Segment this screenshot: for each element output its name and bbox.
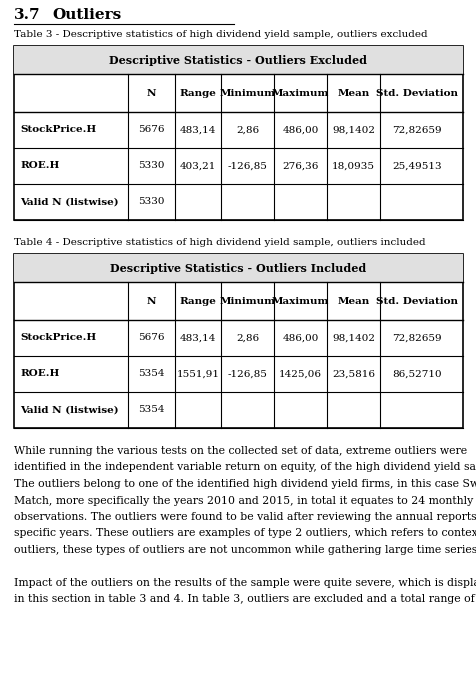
Text: 5330: 5330	[138, 198, 165, 206]
Text: 486,00: 486,00	[282, 333, 318, 342]
Text: 5354: 5354	[138, 405, 165, 414]
Text: N: N	[147, 297, 156, 306]
Text: 5676: 5676	[138, 333, 165, 342]
Text: 1551,91: 1551,91	[176, 369, 219, 378]
Bar	[14, 46, 462, 220]
Text: 483,14: 483,14	[179, 333, 216, 342]
Text: identified in the independent variable return on equity, of the high dividend yi: identified in the independent variable r…	[14, 462, 476, 473]
Text: Std. Deviation: Std. Deviation	[375, 88, 457, 98]
Text: Valid N (listwise): Valid N (listwise)	[20, 405, 119, 414]
Text: in this section in table 3 and 4. In table 3, outliers are excluded and a total : in this section in table 3 and 4. In tab…	[14, 595, 476, 604]
Text: 1425,06: 1425,06	[278, 369, 321, 378]
Text: 483,14: 483,14	[179, 126, 216, 134]
Text: Impact of the outliers on the results of the sample were quite severe, which is : Impact of the outliers on the results of…	[14, 578, 476, 588]
Text: 403,21: 403,21	[179, 162, 216, 170]
Text: Table 4 - Descriptive statistics of high dividend yield sample, outliers include: Table 4 - Descriptive statistics of high…	[14, 238, 425, 247]
Text: StockPrice.H: StockPrice.H	[20, 333, 96, 342]
Text: Std. Deviation: Std. Deviation	[375, 297, 457, 306]
Text: Mean: Mean	[337, 88, 369, 98]
Text: Table 3 - Descriptive statistics of high dividend yield sample, outliers exclude: Table 3 - Descriptive statistics of high…	[14, 30, 426, 39]
Text: 72,82659: 72,82659	[391, 126, 441, 134]
Bar	[14, 46, 462, 74]
Text: Descriptive Statistics - Outliers Included: Descriptive Statistics - Outliers Includ…	[110, 263, 366, 274]
Text: 98,1402: 98,1402	[331, 126, 374, 134]
Text: 98,1402: 98,1402	[331, 333, 374, 342]
Text: 5354: 5354	[138, 369, 165, 378]
Text: -126,85: -126,85	[227, 162, 267, 170]
Text: StockPrice.H: StockPrice.H	[20, 126, 96, 134]
Text: outliers, these types of outliers are not uncommon while gathering large time se: outliers, these types of outliers are no…	[14, 545, 476, 555]
Text: observations. The outliers were found to be valid after reviewing the annual rep: observations. The outliers were found to…	[14, 512, 476, 522]
Text: Outliers: Outliers	[52, 8, 121, 22]
Text: 486,00: 486,00	[282, 126, 318, 134]
Text: Minimum: Minimum	[219, 297, 275, 306]
Text: 23,5816: 23,5816	[331, 369, 374, 378]
Text: 5676: 5676	[138, 126, 165, 134]
Text: Range: Range	[179, 88, 216, 98]
Text: -126,85: -126,85	[227, 369, 267, 378]
Bar	[14, 254, 462, 428]
Text: The outliers belong to one of the identified high dividend yield firms, in this : The outliers belong to one of the identi…	[14, 479, 476, 489]
Text: 18,0935: 18,0935	[331, 162, 374, 170]
Bar	[14, 254, 462, 282]
Text: Minimum: Minimum	[219, 88, 275, 98]
Text: Mean: Mean	[337, 297, 369, 306]
Text: 276,36: 276,36	[282, 162, 318, 170]
Text: ROE.H: ROE.H	[20, 162, 59, 170]
Text: Match, more specifically the years 2010 and 2015, in total it equates to 24 mont: Match, more specifically the years 2010 …	[14, 496, 472, 505]
Text: Range: Range	[179, 297, 216, 306]
Text: 2,86: 2,86	[236, 126, 258, 134]
Text: 2,86: 2,86	[236, 333, 258, 342]
Text: Valid N (listwise): Valid N (listwise)	[20, 198, 119, 206]
Text: 25,49513: 25,49513	[391, 162, 441, 170]
Text: Maximum: Maximum	[271, 88, 328, 98]
Text: Descriptive Statistics - Outliers Excluded: Descriptive Statistics - Outliers Exclud…	[109, 54, 367, 65]
Text: While running the various tests on the collected set of data, extreme outliers w: While running the various tests on the c…	[14, 446, 466, 456]
Text: Maximum: Maximum	[271, 297, 328, 306]
Text: 3.7: 3.7	[14, 8, 40, 22]
Text: N: N	[147, 88, 156, 98]
Text: 86,52710: 86,52710	[391, 369, 441, 378]
Text: specific years. These outliers are examples of type 2 outliers, which refers to : specific years. These outliers are examp…	[14, 528, 476, 538]
Text: 5330: 5330	[138, 162, 165, 170]
Text: 72,82659: 72,82659	[391, 333, 441, 342]
Text: ROE.H: ROE.H	[20, 369, 59, 378]
